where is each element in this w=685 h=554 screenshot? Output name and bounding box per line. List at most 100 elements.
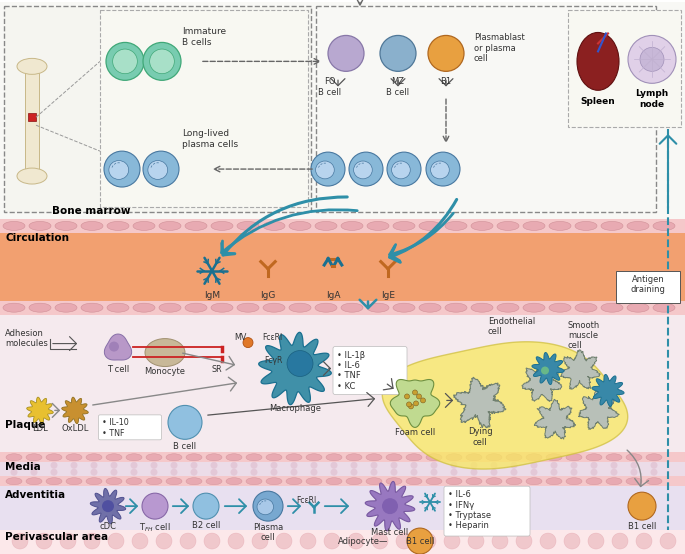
Ellipse shape — [646, 454, 662, 461]
Circle shape — [171, 469, 177, 476]
Circle shape — [571, 461, 577, 469]
Ellipse shape — [586, 478, 602, 485]
Circle shape — [407, 528, 433, 554]
Circle shape — [636, 533, 652, 549]
Ellipse shape — [266, 478, 282, 485]
Circle shape — [414, 401, 419, 406]
Text: B1 cell: B1 cell — [628, 522, 656, 531]
Polygon shape — [532, 352, 564, 384]
Ellipse shape — [6, 478, 22, 485]
Polygon shape — [534, 399, 576, 439]
Circle shape — [10, 469, 18, 476]
Bar — [0, 476, 685, 486]
Circle shape — [31, 469, 38, 476]
Circle shape — [31, 461, 38, 469]
Ellipse shape — [346, 478, 362, 485]
Circle shape — [371, 461, 377, 469]
Circle shape — [610, 461, 617, 469]
Polygon shape — [453, 377, 506, 428]
Circle shape — [630, 461, 638, 469]
Ellipse shape — [406, 454, 422, 461]
Circle shape — [330, 461, 338, 469]
Circle shape — [84, 533, 100, 549]
Polygon shape — [560, 350, 600, 389]
Ellipse shape — [326, 454, 342, 461]
Circle shape — [210, 461, 218, 469]
Ellipse shape — [353, 161, 372, 179]
Circle shape — [451, 469, 458, 476]
FancyBboxPatch shape — [99, 415, 162, 440]
Circle shape — [142, 493, 168, 519]
Ellipse shape — [466, 454, 482, 461]
Ellipse shape — [586, 454, 602, 461]
Ellipse shape — [526, 454, 542, 461]
Text: Foam cell: Foam cell — [395, 428, 435, 437]
Circle shape — [106, 43, 144, 80]
Circle shape — [143, 43, 181, 80]
Text: FcεRI: FcεRI — [262, 332, 282, 342]
Circle shape — [444, 533, 460, 549]
Circle shape — [588, 533, 604, 549]
Ellipse shape — [626, 478, 642, 485]
Ellipse shape — [627, 222, 649, 230]
Ellipse shape — [431, 161, 449, 179]
Ellipse shape — [126, 478, 142, 485]
Bar — [0, 462, 685, 476]
Circle shape — [252, 533, 268, 549]
Ellipse shape — [166, 454, 182, 461]
Ellipse shape — [426, 478, 442, 485]
Circle shape — [190, 469, 197, 476]
Ellipse shape — [107, 222, 129, 230]
Text: cDC: cDC — [99, 522, 116, 531]
Circle shape — [271, 469, 277, 476]
Ellipse shape — [577, 33, 619, 90]
Circle shape — [510, 461, 517, 469]
Text: Adventitia: Adventitia — [5, 490, 66, 500]
Circle shape — [110, 461, 118, 469]
Circle shape — [112, 49, 138, 74]
Circle shape — [349, 152, 383, 186]
Ellipse shape — [289, 222, 311, 230]
Ellipse shape — [523, 222, 545, 230]
Ellipse shape — [419, 222, 441, 230]
Ellipse shape — [133, 222, 155, 230]
Text: Macrophage: Macrophage — [269, 404, 321, 413]
Ellipse shape — [549, 303, 571, 312]
Ellipse shape — [289, 303, 311, 312]
Bar — [0, 2, 685, 219]
Polygon shape — [365, 481, 415, 531]
Ellipse shape — [266, 454, 282, 461]
Ellipse shape — [286, 454, 302, 461]
Ellipse shape — [148, 161, 168, 179]
Text: Adipocyte—: Adipocyte— — [338, 537, 388, 546]
Circle shape — [490, 461, 497, 469]
Polygon shape — [62, 397, 88, 424]
Circle shape — [104, 151, 140, 187]
Ellipse shape — [257, 499, 273, 515]
Polygon shape — [522, 362, 562, 402]
Ellipse shape — [392, 161, 410, 179]
Circle shape — [390, 461, 397, 469]
Ellipse shape — [226, 478, 242, 485]
Circle shape — [253, 491, 283, 521]
Ellipse shape — [145, 338, 185, 367]
Text: Adhesion
molecules: Adhesion molecules — [5, 329, 48, 348]
Polygon shape — [390, 379, 440, 427]
Circle shape — [530, 469, 538, 476]
Ellipse shape — [566, 454, 582, 461]
Circle shape — [251, 469, 258, 476]
Ellipse shape — [17, 168, 47, 184]
Text: B cell: B cell — [173, 442, 197, 452]
Text: Media: Media — [5, 462, 40, 472]
Ellipse shape — [601, 222, 623, 230]
Ellipse shape — [486, 454, 502, 461]
Ellipse shape — [126, 454, 142, 461]
FancyBboxPatch shape — [100, 9, 308, 207]
Ellipse shape — [133, 303, 155, 312]
Ellipse shape — [601, 303, 623, 312]
Text: FO
B cell: FO B cell — [319, 78, 342, 97]
Ellipse shape — [237, 303, 259, 312]
Ellipse shape — [445, 222, 467, 230]
Ellipse shape — [393, 303, 415, 312]
Circle shape — [408, 404, 414, 409]
